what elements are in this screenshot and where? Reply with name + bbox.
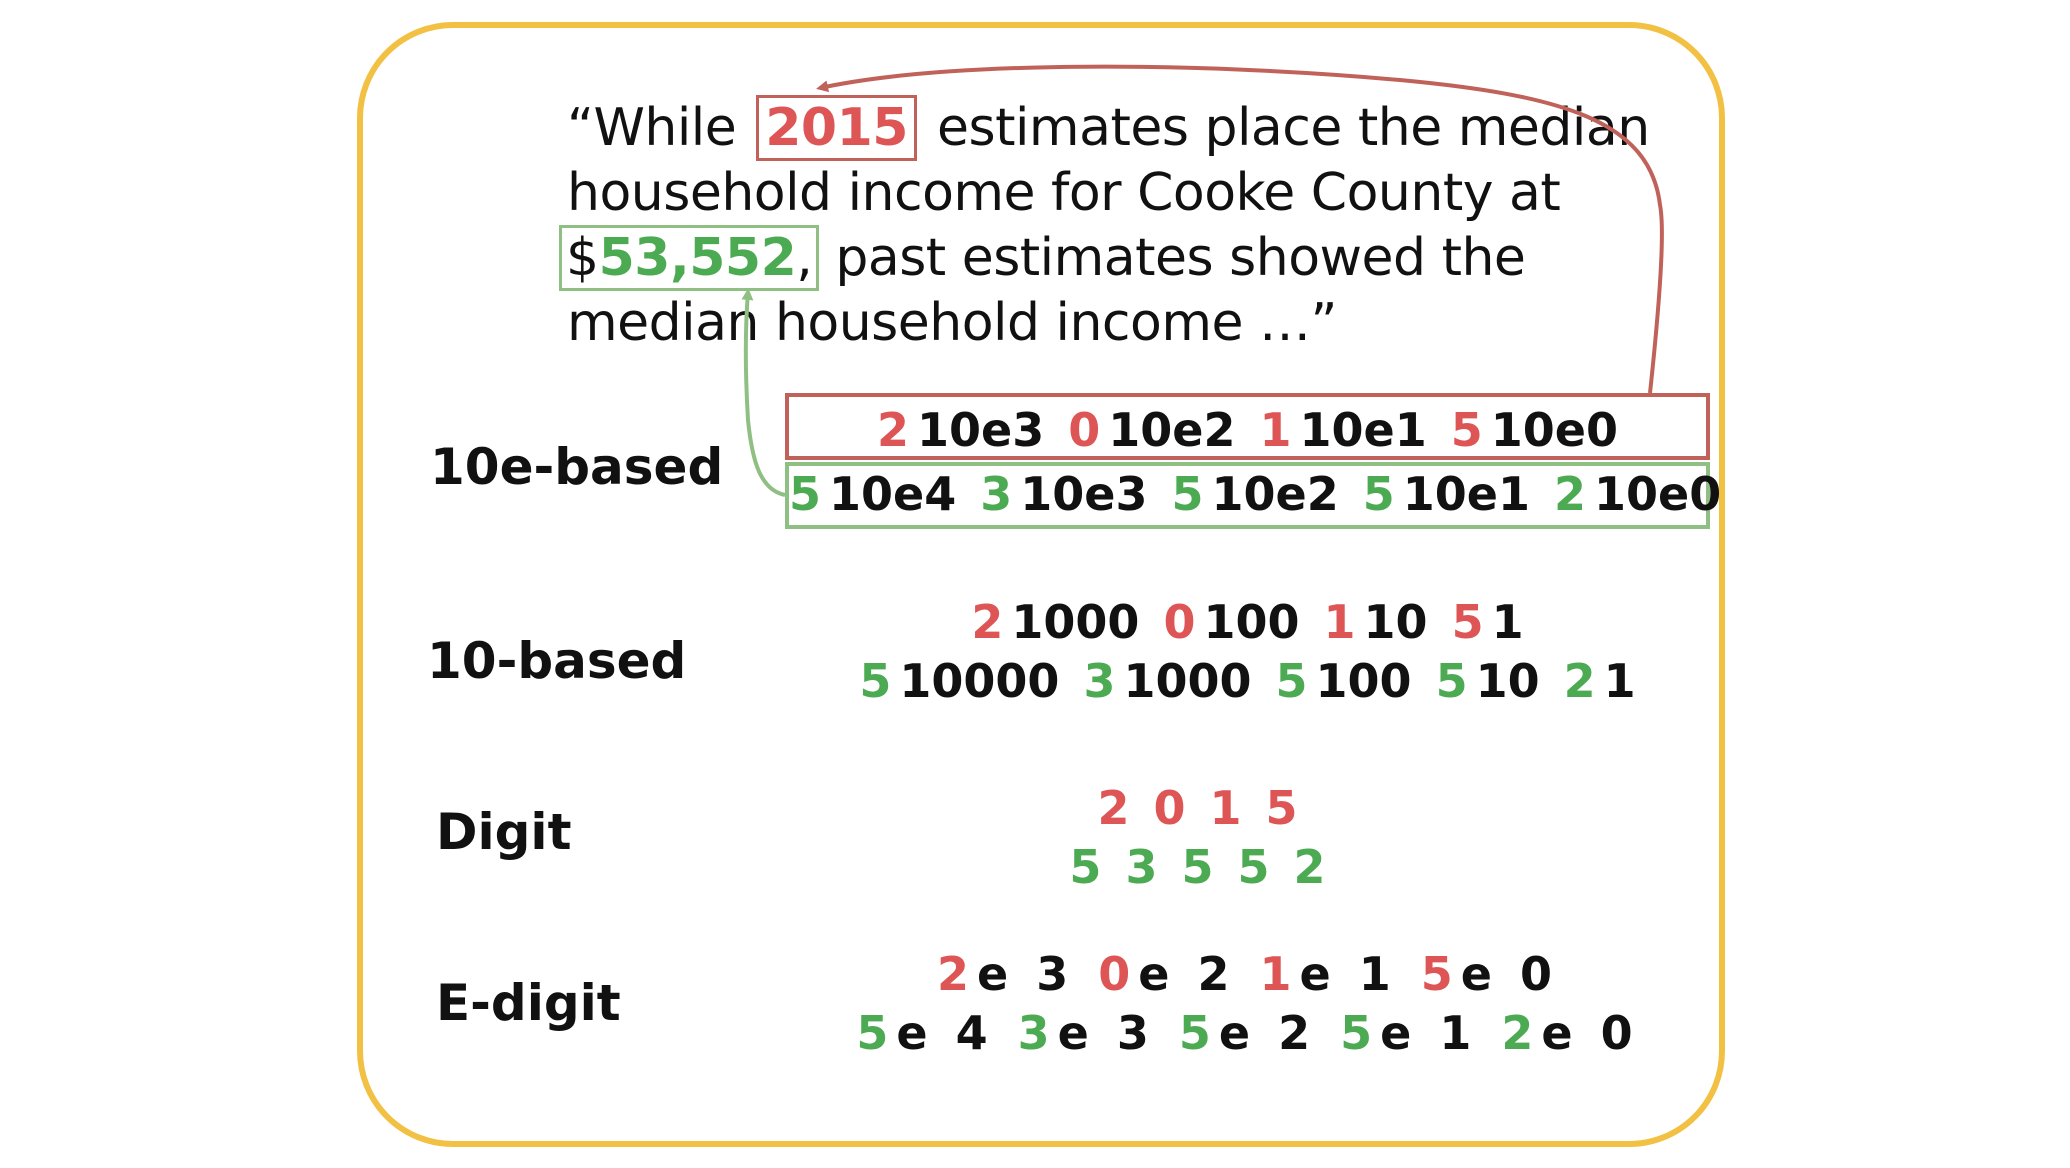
place-token: e 2	[1138, 947, 1236, 1001]
scheme-label-10e-based: 10e-based	[430, 438, 724, 496]
scheme-digit-year-tokens: 2 0 1 5	[785, 780, 1610, 836]
place-token: 10e4	[829, 467, 957, 521]
digit-token: 5	[1237, 840, 1270, 894]
place-token: e 0	[1460, 947, 1559, 1001]
digit-token: 3	[1017, 1006, 1050, 1060]
amount-number: 53,552	[598, 228, 797, 288]
amount-comma: ,	[796, 228, 813, 288]
digit-token: 2	[1501, 1006, 1534, 1060]
place-token: 10e2	[1211, 467, 1339, 521]
place-token: 100	[1203, 595, 1300, 649]
digit-token: 1	[1259, 947, 1292, 1001]
digit-token: 5	[1451, 595, 1484, 649]
place-token: e 3	[1057, 1006, 1155, 1060]
digit-token: 2	[936, 947, 969, 1001]
place-token: 1000	[1123, 654, 1252, 708]
place-token: e 0	[1541, 1006, 1639, 1060]
tokens-2015-box	[785, 393, 1710, 460]
scheme-10e-based-year-tokens: 2 10e3 0 10e2 1 10e1 5 10e0	[785, 402, 1710, 458]
digit-token: 5	[1171, 467, 1204, 521]
place-token: 10e0	[1594, 467, 1722, 521]
quote-text: “While	[567, 98, 737, 158]
amount-highlight: $53,552,	[559, 225, 820, 291]
place-token: e 3	[976, 947, 1075, 1001]
digit-token: 5	[1450, 403, 1483, 457]
digit-token: 5	[1069, 840, 1102, 894]
scheme-label-e-digit: E-digit	[436, 974, 621, 1032]
place-token: 10e1	[1299, 403, 1427, 457]
digit-token: 2	[1097, 781, 1130, 835]
scheme-label-digit: Digit	[436, 803, 572, 861]
place-token: 1	[1603, 654, 1636, 708]
digit-token: 5	[856, 1006, 889, 1060]
digit-token: 2	[1293, 840, 1326, 894]
digit-token: 0	[1068, 403, 1101, 457]
digit-token: 1	[1209, 781, 1242, 835]
place-token: 10e3	[917, 403, 1045, 457]
place-token: e 2	[1218, 1006, 1317, 1060]
year-highlight: 2015	[756, 95, 917, 161]
digit-token: 1	[1259, 403, 1292, 457]
digit-token: 5	[1362, 467, 1395, 521]
digit-token: 2	[971, 595, 1004, 649]
digit-token: 2	[1563, 654, 1596, 708]
figure-frame	[357, 22, 1725, 1147]
scheme-10e-based-amount-tokens: 5 10e4 3 10e3 5 10e2 5 10e1 2 10e0	[785, 466, 1721, 522]
place-token: 100	[1315, 654, 1412, 708]
digit-token: 5	[1178, 1006, 1211, 1060]
place-token: e 1	[1380, 1006, 1478, 1060]
place-token: 10e3	[1020, 467, 1148, 521]
digit-token: 5	[1181, 840, 1214, 894]
scheme-label-10-based: 10-based	[427, 632, 687, 690]
quote-text: estimates place the median	[937, 98, 1650, 158]
digit-token: 5	[1275, 654, 1308, 708]
currency-symbol: $	[566, 228, 599, 288]
digit-token: 2	[877, 403, 910, 457]
digit-token: 5	[1435, 654, 1468, 708]
place-token: 10	[1363, 595, 1428, 649]
place-token: 1000	[1011, 595, 1140, 649]
quote-line-4: median household income …”	[567, 293, 1337, 353]
quote-text: past estimates showed the	[835, 228, 1526, 288]
digit-token: 3	[1083, 654, 1116, 708]
digit-token: 3	[980, 467, 1013, 521]
digit-token: 5	[789, 467, 822, 521]
place-token: 10e2	[1108, 403, 1236, 457]
quote-line-1: “While 2015 estimates place the median	[567, 95, 1650, 161]
place-token: 10e0	[1490, 403, 1618, 457]
digit-token: 0	[1153, 781, 1186, 835]
example-quote: “While 2015 estimates place the median h…	[559, 95, 1650, 356]
place-token: 10000	[899, 654, 1060, 708]
digit-token: 1	[1323, 595, 1356, 649]
place-token: e 1	[1299, 947, 1397, 1001]
digit-token: 0	[1098, 947, 1131, 1001]
place-token: 10e1	[1402, 467, 1530, 521]
place-token: 10	[1475, 654, 1540, 708]
digit-token: 5	[1420, 947, 1453, 1001]
digit-token: 3	[1125, 840, 1158, 894]
digit-token: 5	[1265, 781, 1298, 835]
digit-token: 5	[1340, 1006, 1373, 1060]
quote-line-2: household income for Cooke County at	[567, 163, 1561, 223]
place-token: e 4	[896, 1006, 994, 1060]
digit-token: 2	[1554, 467, 1587, 521]
place-token: 1	[1491, 595, 1524, 649]
digit-token: 0	[1163, 595, 1196, 649]
tokens-53552-box	[785, 462, 1710, 529]
quote-line-3: $53,552, past estimates showed the	[559, 225, 1650, 291]
scheme-digit-amount-tokens: 5 3 5 5 2	[785, 839, 1610, 895]
digit-token: 5	[859, 654, 892, 708]
